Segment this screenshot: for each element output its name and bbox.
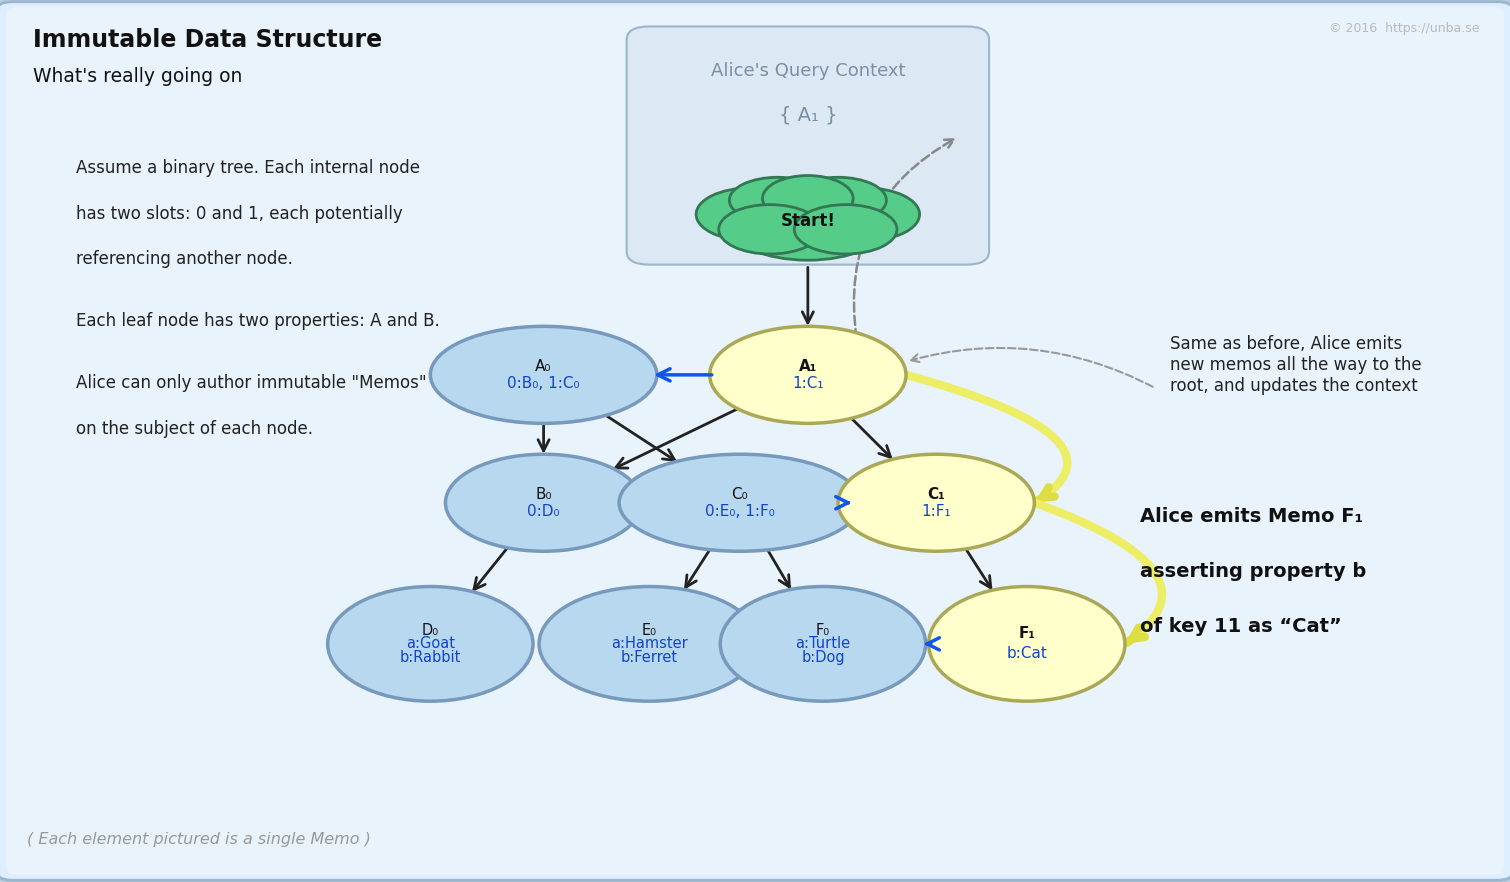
Text: D₀: D₀ [421,623,439,638]
Text: Alice can only author immutable "Memos": Alice can only author immutable "Memos" [76,374,426,392]
Text: © 2016  https://unba.se: © 2016 https://unba.se [1329,22,1480,35]
Ellipse shape [794,205,897,254]
Ellipse shape [445,454,642,551]
Text: C₀: C₀ [731,487,749,502]
Text: E₀: E₀ [642,623,657,638]
Text: B₀: B₀ [535,487,553,502]
Ellipse shape [696,188,805,241]
Text: Immutable Data Structure: Immutable Data Structure [33,28,382,52]
FancyBboxPatch shape [6,7,1504,875]
Text: a:Hamster: a:Hamster [612,636,687,652]
Text: of key 11 as “Cat”: of key 11 as “Cat” [1140,617,1342,636]
Text: asserting property b: asserting property b [1140,562,1367,581]
Ellipse shape [719,205,821,254]
Text: has two slots: 0 and 1, each potentially: has two slots: 0 and 1, each potentially [76,205,402,222]
Text: What's really going on: What's really going on [33,67,243,86]
Text: 0:B₀, 1:C₀: 0:B₀, 1:C₀ [507,376,580,391]
Ellipse shape [929,587,1125,701]
Ellipse shape [838,454,1034,551]
Text: Start!: Start! [781,212,835,229]
Ellipse shape [763,176,853,221]
Ellipse shape [729,177,826,223]
Ellipse shape [539,587,760,701]
Text: b:Rabbit: b:Rabbit [400,650,461,665]
Text: C₁: C₁ [927,487,945,502]
Text: a:Turtle: a:Turtle [796,636,850,652]
Ellipse shape [619,454,861,551]
Ellipse shape [811,188,920,241]
Text: ( Each element pictured is a single Memo ): ( Each element pictured is a single Memo… [27,832,371,847]
Text: b:Ferret: b:Ferret [621,650,678,665]
Text: on the subject of each node.: on the subject of each node. [76,420,313,438]
Ellipse shape [430,326,657,423]
Text: { A₁ }: { A₁ } [779,106,837,125]
Text: Alice emits Memo F₁: Alice emits Memo F₁ [1140,507,1364,527]
Text: a:Goat: a:Goat [406,636,455,652]
Text: Assume a binary tree. Each internal node: Assume a binary tree. Each internal node [76,159,420,176]
Text: F₀: F₀ [815,623,831,638]
Text: Each leaf node has two properties: A and B.: Each leaf node has two properties: A and… [76,312,439,331]
Text: F₁: F₁ [1018,626,1036,641]
Text: A₁: A₁ [799,359,817,374]
Text: A₀: A₀ [536,359,551,374]
Ellipse shape [328,587,533,701]
Text: Alice's Query Context: Alice's Query Context [711,62,904,79]
Text: referencing another node.: referencing another node. [76,250,293,268]
Text: Same as before, Alice emits
new memos all the way to the
root, and updates the c: Same as before, Alice emits new memos al… [1170,335,1422,395]
Text: 1:F₁: 1:F₁ [921,504,951,519]
Text: 0:E₀, 1:F₀: 0:E₀, 1:F₀ [705,504,775,519]
Text: 1:C₁: 1:C₁ [793,376,823,391]
Text: b:Cat: b:Cat [1006,647,1048,662]
Ellipse shape [710,326,906,423]
FancyBboxPatch shape [627,26,989,265]
Ellipse shape [720,587,926,701]
Text: 0:D₀: 0:D₀ [527,504,560,519]
Text: b:Dog: b:Dog [802,650,844,665]
Ellipse shape [729,190,886,260]
Ellipse shape [790,177,886,223]
